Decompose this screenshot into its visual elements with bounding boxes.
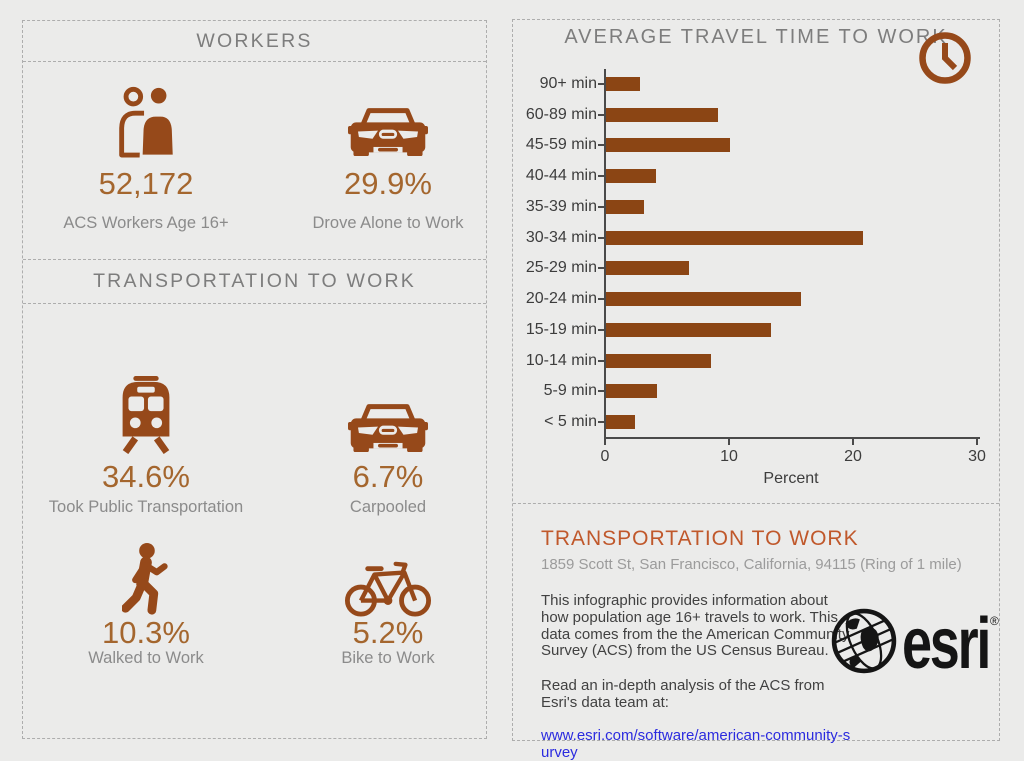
- x-tick: [852, 439, 854, 445]
- esri-logo: esri: [831, 603, 1018, 684]
- chart-bar: [606, 230, 863, 245]
- stat-public-transport: 34.6% Took Public Transportation: [30, 376, 262, 517]
- y-tick: [598, 236, 604, 239]
- y-tick: [598, 328, 604, 331]
- y-tick: [598, 359, 604, 362]
- chart-category-label: 30-34 min: [525, 228, 597, 246]
- clock-icon: [918, 31, 972, 90]
- walk-icon: [30, 542, 262, 618]
- x-tick-label: 10: [720, 448, 738, 465]
- car-icon: [272, 378, 504, 454]
- chart-bar: [606, 138, 730, 153]
- chart-bar: [606, 322, 771, 337]
- chart-bar: [606, 169, 656, 184]
- stat-biked: 5.2% Bike to Work: [272, 542, 504, 668]
- people-icon: [30, 82, 262, 158]
- chart-category-label: 10-14 min: [525, 351, 597, 369]
- stat-value: 52,172: [98, 166, 194, 201]
- y-axis: [604, 69, 606, 439]
- y-tick: [598, 298, 604, 301]
- chart-category-label: 5-9 min: [543, 382, 597, 400]
- x-tick: [728, 439, 730, 445]
- chart-bar: [606, 384, 657, 399]
- chart-category-label: 25-29 min: [525, 259, 597, 277]
- stat-value: 10.3%: [102, 615, 190, 650]
- stat-walked: 10.3% Walked to Work: [30, 542, 262, 668]
- info-paragraph-2: Read an in-depth analysis of the ACS fro…: [541, 677, 825, 711]
- chart-title: AVERAGE TRAVEL TIME TO WORK: [564, 26, 948, 48]
- stat-label: Walked to Work: [88, 649, 204, 667]
- y-tick: [598, 205, 604, 208]
- car-icon: [272, 82, 504, 158]
- chart-category-label: 60-89 min: [525, 105, 597, 123]
- x-tick-label: 0: [600, 448, 610, 465]
- chart-bar: [606, 261, 690, 276]
- y-tick: [598, 175, 604, 178]
- stat-carpooled: 6.7% Carpooled: [272, 378, 504, 517]
- chart-bar: [606, 353, 712, 368]
- chart-bar: [606, 292, 801, 307]
- train-icon: [30, 376, 262, 454]
- registered-mark: ®: [990, 614, 999, 628]
- info-link[interactable]: www.esri.com/software/american-community…: [541, 727, 851, 761]
- y-tick: [598, 421, 604, 424]
- bike-icon: [272, 542, 504, 618]
- y-tick: [598, 113, 604, 116]
- chart-category-label: 40-44 min: [525, 167, 597, 185]
- x-tick-label: 20: [844, 448, 862, 465]
- esri-globe-icon: [831, 608, 897, 679]
- chart-bar: [606, 415, 635, 430]
- info-title: TRANSPORTATION TO WORK: [541, 527, 859, 550]
- x-axis: [604, 437, 980, 439]
- x-tick-label: 30: [968, 448, 986, 465]
- chart-bar: [606, 107, 718, 122]
- y-tick: [598, 83, 604, 85]
- stat-label: Bike to Work: [341, 649, 435, 667]
- panel-divider: [513, 503, 999, 504]
- chart-category-label: 15-19 min: [525, 320, 597, 338]
- stat-label: Carpooled: [349, 498, 427, 516]
- stat-value: 5.2%: [352, 615, 424, 650]
- x-tick: [976, 439, 978, 445]
- x-axis-label: Percent: [763, 470, 819, 487]
- stat-value: 29.9%: [344, 166, 432, 201]
- info-subtitle: 1859 Scott St, San Francisco, California…: [541, 556, 962, 573]
- transport-section-title-text: TRANSPORTATION TO WORK: [93, 270, 416, 292]
- y-tick: [598, 390, 604, 393]
- stat-label: Drove Alone to Work: [312, 214, 464, 232]
- stat-value: 6.7%: [352, 459, 424, 494]
- chart-bar: [606, 77, 640, 91]
- x-tick: [604, 439, 606, 445]
- transport-section-title: TRANSPORTATION TO WORK: [23, 259, 486, 304]
- workers-section-title-text: WORKERS: [196, 29, 313, 52]
- right-panel-group: AVERAGE TRAVEL TIME TO WORK Percent 90+ …: [512, 19, 1000, 760]
- stat-value: 34.6%: [102, 459, 190, 494]
- info-paragraph: This infographic provides information ab…: [541, 592, 850, 660]
- y-tick: [598, 267, 604, 270]
- chart-category-label: 20-24 min: [525, 290, 597, 308]
- left-panel-group: WORKERS 52,172 ACS Workers Age 16+: [22, 20, 487, 739]
- stat-drove-alone: 29.9% Drove Alone to Work: [272, 82, 504, 233]
- stat-workers: 52,172 ACS Workers Age 16+: [30, 82, 262, 233]
- workers-section-title: WORKERS: [23, 21, 486, 62]
- chart-bar: [606, 199, 645, 214]
- stat-label: Took Public Transportation: [48, 498, 244, 516]
- esri-wordmark: esri: [902, 603, 991, 684]
- chart-category-label: 90+ min: [539, 75, 597, 92]
- chart-category-label: 45-59 min: [525, 136, 597, 154]
- chart-category-label: < 5 min: [544, 413, 597, 431]
- stat-label: ACS Workers Age 16+: [63, 214, 229, 232]
- chart-category-label: 35-39 min: [525, 197, 597, 215]
- y-tick: [598, 144, 604, 147]
